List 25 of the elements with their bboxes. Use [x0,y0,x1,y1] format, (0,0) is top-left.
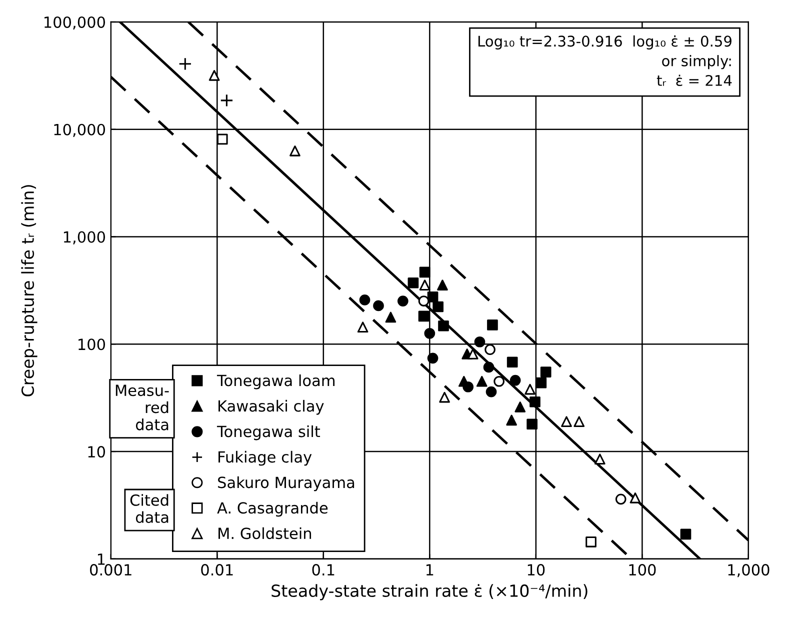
y-tick-label: 100 [78,338,106,350]
x-tick-label: 0.01 [201,564,233,576]
x-tick-label: 0.001 [90,564,132,576]
x-tick-label: 1,000 [728,564,770,578]
y-tick-label: 1,000 [64,231,106,244]
legend-label: Fukiage clay [218,450,312,466]
y-axis-title: Creep-rupture life tᵣ (min) [21,185,38,396]
legend-label: M. Goldstein [218,527,312,540]
y-tick-label: 10 [88,446,106,458]
legend-label: Tonegawa loam [216,374,334,390]
y-tick-label: 10,000 [54,124,106,137]
x-axis-title: Steady-state strain rate ε̇ (×10⁻⁴/min) [272,584,588,600]
legend-label: Sakuro Murayama [218,476,354,492]
y-tick-label: 100,000 [44,16,106,30]
annotation: Log₁₀ tr=2.33-0.916 log₁₀ ε̇ ± 0.59 or simply: tᵣ ε̇ = 214 [478,35,732,86]
y-tick-label: 1 [98,554,105,565]
x-tick-label: 1 [426,564,434,576]
x-tick-label: 10 [528,564,545,576]
legend-label: Kawasaki clay [218,400,324,415]
x-tick-label: 0.1 [312,564,334,576]
annotation: Measu- red data [116,384,169,430]
legend-label: Tonegawa silt [216,425,320,440]
legend-label: A. Casagrande [217,502,328,517]
annotation: Cited data [130,494,168,524]
x-tick-label: 100 [629,564,656,576]
